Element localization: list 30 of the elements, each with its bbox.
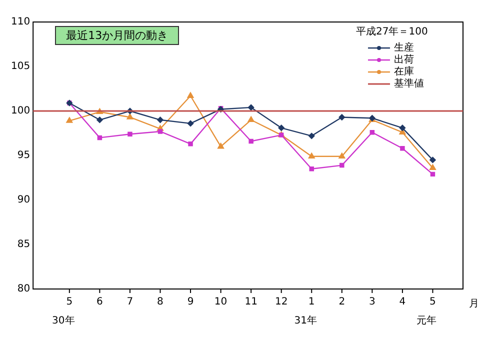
legend-label: 在庫 (394, 66, 414, 78)
x-tick-label: 12 (274, 296, 288, 308)
text: 最近13か月間の動き (55, 26, 180, 45)
x-tick-label: 1 (308, 296, 315, 308)
x-tick-label: 9 (187, 296, 194, 308)
legend-label: 生産 (394, 42, 414, 54)
x-tick-label: 8 (157, 296, 164, 308)
y-tick-label: 95 (17, 150, 30, 162)
x-tick-label: 7 (126, 296, 134, 308)
legend-label: 出荷 (394, 54, 414, 66)
y-tick-label: 100 (10, 106, 30, 117)
text: 31年 (294, 314, 317, 327)
y-tick-label: 110 (10, 16, 30, 28)
x-tick-label: 5 (430, 296, 436, 308)
y-tick-label: 80 (17, 284, 30, 295)
x-axis-title: 月 (469, 298, 479, 310)
x-tick-label: 11 (244, 296, 258, 308)
y-tick-label: 105 (10, 61, 30, 72)
x-tick-label: 5 (66, 296, 73, 308)
text: 元年 (416, 314, 437, 327)
y-tick-label: 90 (17, 194, 30, 206)
x-tick-label: 10 (214, 296, 228, 308)
x-tick-label: 2 (338, 296, 346, 308)
legend-title: 平成27年＝100 (356, 26, 428, 38)
y-tick-label: 85 (17, 239, 30, 250)
x-tick-label: 3 (368, 296, 376, 308)
legend-label: 基準値 (394, 78, 424, 90)
x-tick-label: 4 (399, 296, 406, 308)
text: 30年 (52, 314, 75, 327)
x-tick-label: 6 (96, 296, 103, 308)
